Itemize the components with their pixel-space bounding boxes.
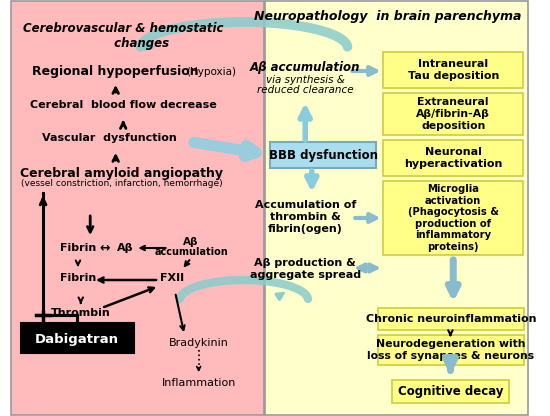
Text: via synthesis &: via synthesis & bbox=[266, 75, 345, 85]
FancyBboxPatch shape bbox=[392, 380, 509, 403]
FancyBboxPatch shape bbox=[383, 140, 523, 176]
Text: Cognitive decay: Cognitive decay bbox=[398, 385, 503, 398]
Text: ↔: ↔ bbox=[99, 242, 109, 255]
FancyBboxPatch shape bbox=[270, 142, 376, 168]
FancyBboxPatch shape bbox=[383, 93, 523, 135]
Text: Thrombin: Thrombin bbox=[51, 308, 111, 318]
Text: Regional hypoperfusion: Regional hypoperfusion bbox=[32, 65, 199, 79]
FancyBboxPatch shape bbox=[383, 52, 523, 88]
Text: fibrin(ogen): fibrin(ogen) bbox=[268, 224, 343, 234]
Text: Bradykinin: Bradykinin bbox=[169, 338, 229, 348]
Bar bbox=[265, 1, 528, 415]
Text: reduced clearance: reduced clearance bbox=[257, 85, 354, 95]
Text: Inflammation: Inflammation bbox=[162, 378, 236, 388]
Text: Aβ production &: Aβ production & bbox=[254, 258, 356, 268]
Text: Aβ: Aβ bbox=[183, 237, 199, 247]
Text: Accumulation of: Accumulation of bbox=[255, 200, 356, 210]
Text: Neuronal
hyperactivation: Neuronal hyperactivation bbox=[404, 147, 503, 169]
Text: Extraneural
Aβ/fibrin-Aβ
deposition: Extraneural Aβ/fibrin-Aβ deposition bbox=[416, 97, 490, 131]
Text: Neuropathology  in brain parenchyma: Neuropathology in brain parenchyma bbox=[254, 10, 521, 23]
Text: Fibrin: Fibrin bbox=[60, 273, 96, 283]
Text: Microglia
activation
(Phagocytosis &
production of
inflammatory
proteins): Microglia activation (Phagocytosis & pro… bbox=[408, 184, 499, 252]
FancyBboxPatch shape bbox=[378, 308, 524, 330]
FancyBboxPatch shape bbox=[378, 335, 524, 365]
Bar bbox=[11, 1, 263, 415]
Text: Cerebral amyloid angiopathy: Cerebral amyloid angiopathy bbox=[20, 166, 223, 179]
Text: Intraneural
Tau deposition: Intraneural Tau deposition bbox=[408, 59, 499, 81]
Text: accumulation: accumulation bbox=[154, 247, 228, 257]
Text: BBB dysfunction: BBB dysfunction bbox=[268, 149, 378, 163]
Text: Aβ accumulation: Aβ accumulation bbox=[250, 62, 360, 74]
Text: aggregate spread: aggregate spread bbox=[250, 270, 361, 280]
Text: Vascular  dysfunction: Vascular dysfunction bbox=[42, 133, 177, 143]
Text: thrombin &: thrombin & bbox=[270, 212, 340, 222]
Text: Cerebral  blood flow decrease: Cerebral blood flow decrease bbox=[30, 100, 217, 110]
Text: Cerebrovascular & hemostatic
         changes: Cerebrovascular & hemostatic changes bbox=[23, 22, 223, 50]
Text: Dabigatran: Dabigatran bbox=[35, 332, 119, 346]
FancyBboxPatch shape bbox=[383, 181, 523, 255]
Text: (Hypoxia): (Hypoxia) bbox=[186, 67, 236, 77]
Text: Aβ: Aβ bbox=[117, 243, 133, 253]
Text: FXII: FXII bbox=[160, 273, 184, 283]
Text: (vessel constriction, infarction, hemorrhage): (vessel constriction, infarction, hemorr… bbox=[20, 179, 222, 188]
Text: Fibrin: Fibrin bbox=[60, 243, 96, 253]
Text: Chronic neuroinflammation: Chronic neuroinflammation bbox=[366, 314, 536, 324]
FancyBboxPatch shape bbox=[21, 323, 134, 353]
Text: Neurodegeneration with
loss of synapses & neurons: Neurodegeneration with loss of synapses … bbox=[367, 339, 535, 361]
